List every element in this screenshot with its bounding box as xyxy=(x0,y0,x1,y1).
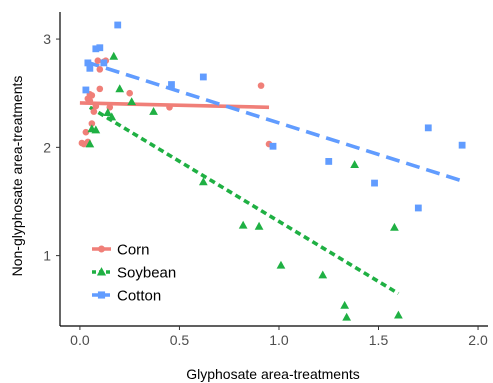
cotton-point xyxy=(424,124,432,132)
cotton-point xyxy=(82,86,90,94)
corn-point xyxy=(86,97,94,105)
cotton-point xyxy=(96,44,104,52)
cotton-trend-line xyxy=(85,60,463,183)
soybean-point xyxy=(198,177,208,186)
soybean-point xyxy=(350,160,359,168)
x-axis-title: Glyphosate area-treatments xyxy=(186,366,360,382)
corn-point xyxy=(126,89,133,97)
corn-point xyxy=(88,120,96,127)
corn-point xyxy=(94,57,102,65)
cotton-point xyxy=(100,59,108,67)
cotton-point xyxy=(86,64,94,72)
cotton-point xyxy=(84,59,92,67)
soybean-point xyxy=(115,84,125,93)
soybean-point xyxy=(149,107,158,115)
y-tick-label: 1 xyxy=(43,248,51,264)
y-tick-label: 2 xyxy=(43,139,51,155)
soybean-point xyxy=(254,221,264,230)
data-points xyxy=(78,21,466,321)
cotton-point xyxy=(92,45,100,53)
x-tick-label: 2.0 xyxy=(468,332,488,348)
corn-point xyxy=(166,103,173,111)
soybean-point xyxy=(238,220,248,229)
soybean-point xyxy=(109,51,119,60)
corn-point xyxy=(90,108,98,115)
x-tick-label: 0.0 xyxy=(70,332,90,348)
legend-soybean-label: Soybean xyxy=(117,265,176,282)
corn-point xyxy=(92,102,100,110)
cotton-point xyxy=(269,142,277,150)
legend-cotton-label: Cotton xyxy=(117,288,161,305)
y-tick-label: 3 xyxy=(43,31,51,47)
corn-trend-line xyxy=(79,101,270,110)
soybean-point xyxy=(340,300,350,309)
x-tick-label: 1.5 xyxy=(369,332,389,348)
soybean-point xyxy=(276,260,286,269)
legend-cotton-marker xyxy=(97,291,106,299)
corn-point xyxy=(96,85,104,93)
legend-corn-marker xyxy=(98,245,105,253)
x-tick-label: 0.5 xyxy=(170,332,190,348)
legend-soybean-marker xyxy=(96,267,107,276)
soybean-point xyxy=(107,112,117,121)
soybean-point xyxy=(91,125,101,134)
trend-lines xyxy=(79,60,463,296)
y-axis-title: Non-glyphosate area-treatments xyxy=(9,76,25,277)
soybean-point xyxy=(127,97,137,106)
cotton-point xyxy=(199,73,207,81)
legend: Corn Soybean Cotton xyxy=(92,242,176,305)
cotton-point xyxy=(168,81,175,88)
cotton-point xyxy=(114,21,122,29)
corn-point xyxy=(82,128,90,136)
soybean-point xyxy=(394,310,403,319)
soybean-point xyxy=(318,270,328,279)
soybean-trend-line xyxy=(88,105,400,296)
soybean-point xyxy=(85,139,95,148)
corn-point xyxy=(257,82,265,89)
cotton-point xyxy=(458,141,466,149)
corn-point xyxy=(96,66,104,73)
x-tick-label: 1.0 xyxy=(269,332,289,348)
soybean-point xyxy=(390,222,399,231)
corn-point xyxy=(88,92,96,99)
soybean-point xyxy=(342,312,352,321)
soybean-point xyxy=(103,108,113,117)
cotton-point xyxy=(325,158,333,165)
legend-corn-label: Corn xyxy=(117,242,150,259)
cotton-point xyxy=(414,204,422,212)
cotton-point xyxy=(371,179,378,187)
axes: 0.0 0.5 1.0 1.5 2.0 1 2 3 xyxy=(43,12,488,348)
